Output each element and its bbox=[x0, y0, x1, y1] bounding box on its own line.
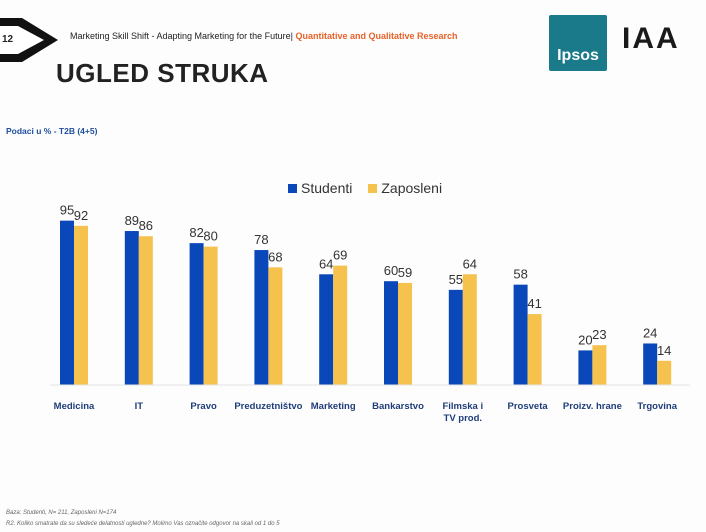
header-line: Marketing Skill Shift - Adapting Marketi… bbox=[70, 31, 458, 41]
iaa-logo: IAA bbox=[622, 22, 680, 55]
legend-swatch-zaposleni bbox=[368, 183, 378, 193]
bar-zaposleni-marketing bbox=[333, 265, 348, 385]
data-label-studenti-pravo: 82 bbox=[189, 225, 203, 240]
bar-studenti-marketing bbox=[319, 274, 334, 385]
data-label-zaposleni-bankarstvo: 59 bbox=[398, 265, 412, 280]
category-label-medicina: Medicina bbox=[54, 401, 95, 412]
bar-studenti-filmska-i bbox=[448, 289, 463, 385]
data-label-zaposleni-filmska-i: 64 bbox=[463, 256, 477, 271]
legend-swatch-studenti bbox=[288, 183, 297, 193]
bar-zaposleni-bankarstvo bbox=[398, 282, 412, 385]
category-label-marketing: Marketing bbox=[311, 401, 356, 412]
bar-studenti-trgovina bbox=[643, 343, 658, 385]
footnote-base: Baza: Studenti, N= 211, Zaposleni N=174 bbox=[6, 510, 117, 516]
legend-label-studenti: Studenti bbox=[301, 180, 353, 196]
bar-zaposleni-medicina bbox=[74, 225, 88, 385]
data-label-zaposleni-it: 86 bbox=[139, 218, 153, 233]
data-label-studenti-prosveta: 58 bbox=[513, 267, 527, 282]
bar-zaposleni-trgovina bbox=[657, 360, 672, 385]
legend-item-studenti: Studenti bbox=[288, 180, 352, 196]
ipsos-logo-text: Ipsos bbox=[557, 47, 599, 64]
bar-studenti-preduzetništvo bbox=[254, 250, 269, 385]
bar-zaposleni-prosveta bbox=[527, 314, 542, 385]
data-label-studenti-trgovina: 24 bbox=[643, 325, 657, 340]
data-label-zaposleni-pravo: 80 bbox=[203, 229, 217, 244]
bar-zaposleni-it bbox=[138, 236, 153, 385]
category-label-prosveta: Prosveta bbox=[508, 401, 549, 412]
bar-zaposleni-pravo bbox=[203, 246, 218, 385]
header-research-type: Quantitative and Qualitative Research bbox=[295, 31, 458, 41]
bar-studenti-medicina bbox=[60, 220, 74, 385]
data-label-zaposleni-marketing: 69 bbox=[333, 248, 347, 263]
data-label-zaposleni-proizv-hrane: 23 bbox=[592, 327, 606, 342]
category-label-proizv-hrane: Proizv. hrane bbox=[563, 401, 622, 412]
data-label-zaposleni-preduzetništvo: 68 bbox=[268, 249, 282, 264]
category-label-bankarstvo: Bankarstvo bbox=[372, 401, 424, 412]
data-label-studenti-marketing: 64 bbox=[319, 256, 333, 271]
bar-studenti-proizv-hrane bbox=[578, 350, 593, 385]
data-label-studenti-medicina: 95 bbox=[60, 203, 74, 218]
category-label-trgovina: Trgovina bbox=[637, 401, 677, 412]
bar-zaposleni-filmska-i bbox=[462, 274, 477, 385]
slide-number: 12 bbox=[2, 34, 14, 45]
data-label-zaposleni-prosveta: 41 bbox=[527, 296, 541, 311]
category-label-it: IT bbox=[135, 401, 144, 412]
bar-studenti-it bbox=[124, 231, 139, 385]
header-project-title: Marketing Skill Shift - Adapting Marketi… bbox=[70, 31, 293, 41]
page-title: UGLED STRUKA bbox=[56, 58, 269, 88]
data-label-studenti-bankarstvo: 60 bbox=[384, 263, 398, 278]
category-label-preduzetništvo: Preduzetništvo bbox=[234, 401, 302, 412]
data-label-zaposleni-medicina: 92 bbox=[74, 208, 88, 223]
chart-legend: Studenti Zaposleni bbox=[288, 180, 452, 196]
data-label-studenti-proizv-hrane: 20 bbox=[578, 332, 592, 347]
chart-subtitle: Podaci u % - T2B (4+5) bbox=[6, 126, 98, 136]
slide-number-marker bbox=[0, 18, 60, 62]
category-label-pravo: Pravo bbox=[190, 401, 217, 412]
ipsos-logo: Ipsos bbox=[549, 15, 607, 71]
data-label-zaposleni-trgovina: 14 bbox=[657, 343, 671, 358]
bar-zaposleni-preduzetništvo bbox=[268, 267, 283, 385]
data-label-studenti-it: 89 bbox=[125, 213, 139, 228]
footnote-question: R2. Koliko smatrate da su sledeće delatn… bbox=[6, 521, 280, 527]
bar-studenti-prosveta bbox=[513, 284, 528, 385]
bar-studenti-pravo bbox=[189, 243, 204, 385]
data-label-studenti-preduzetništvo: 78 bbox=[254, 232, 268, 247]
legend-item-zaposleni: Zaposleni bbox=[368, 180, 442, 196]
bar-zaposleni-proizv-hrane bbox=[592, 345, 607, 385]
data-label-studenti-filmska-i: 55 bbox=[449, 272, 463, 287]
bar-studenti-bankarstvo bbox=[384, 281, 398, 385]
legend-label-zaposleni: Zaposleni bbox=[381, 180, 443, 196]
category-label-filmska-i: Filmska i TV prod. bbox=[442, 401, 483, 424]
